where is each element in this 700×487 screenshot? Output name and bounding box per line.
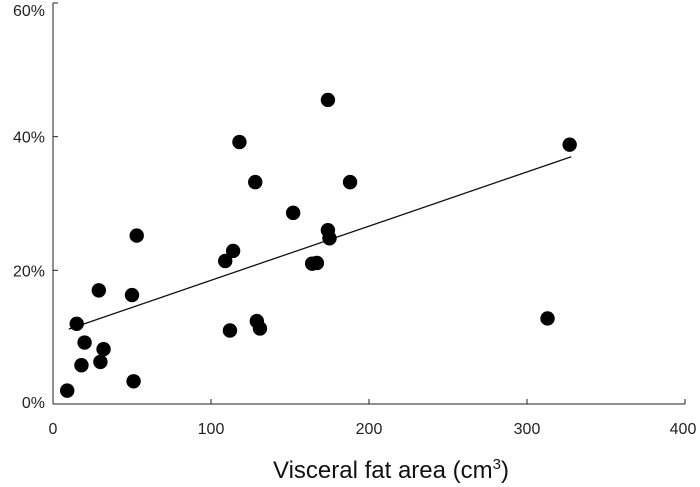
data-point	[77, 335, 92, 350]
data-point	[74, 358, 89, 373]
data-point	[129, 228, 144, 243]
axes	[52, 2, 686, 405]
data-point	[60, 383, 75, 398]
data-points	[60, 92, 577, 398]
data-point	[248, 174, 263, 190]
data-point	[222, 323, 238, 338]
y-tick-label: 40%	[13, 130, 45, 147]
y-tick-label: 20%	[13, 263, 45, 280]
data-point	[91, 283, 107, 298]
trendline	[68, 156, 572, 330]
data-point	[309, 255, 325, 271]
x-axis-title-main: Visceral fat area (cm	[273, 457, 493, 484]
x-tick-labels: 0 100 200 300 400	[49, 421, 697, 438]
data-point	[285, 205, 301, 221]
data-point	[320, 92, 336, 108]
x-tick-label: 100	[198, 421, 225, 438]
x-axis-title: Visceral fat area (cm3)	[273, 456, 509, 484]
data-point	[562, 137, 577, 152]
data-point	[225, 243, 241, 259]
data-point	[540, 311, 555, 326]
x-tick-label: 400	[670, 421, 697, 438]
data-point	[93, 354, 108, 370]
x-axis-title-end: )	[501, 457, 509, 484]
data-point	[126, 374, 141, 389]
x-axis-title-superscript: 3	[493, 456, 501, 473]
x-tick-label: 200	[356, 421, 383, 438]
data-point	[218, 253, 233, 269]
y-tick-label: 60%	[13, 3, 45, 20]
y-tick-label: 0%	[22, 395, 45, 412]
data-point	[252, 321, 268, 336]
x-tick-label: 0	[49, 421, 58, 438]
x-tick-label: 300	[514, 421, 541, 438]
y-tick-labels: 0% 20% 40% 60%	[13, 3, 45, 412]
data-point	[96, 341, 111, 357]
data-point	[322, 231, 337, 246]
data-point	[124, 287, 140, 303]
data-point	[69, 316, 84, 331]
data-point	[232, 134, 247, 150]
data-point	[342, 174, 358, 190]
